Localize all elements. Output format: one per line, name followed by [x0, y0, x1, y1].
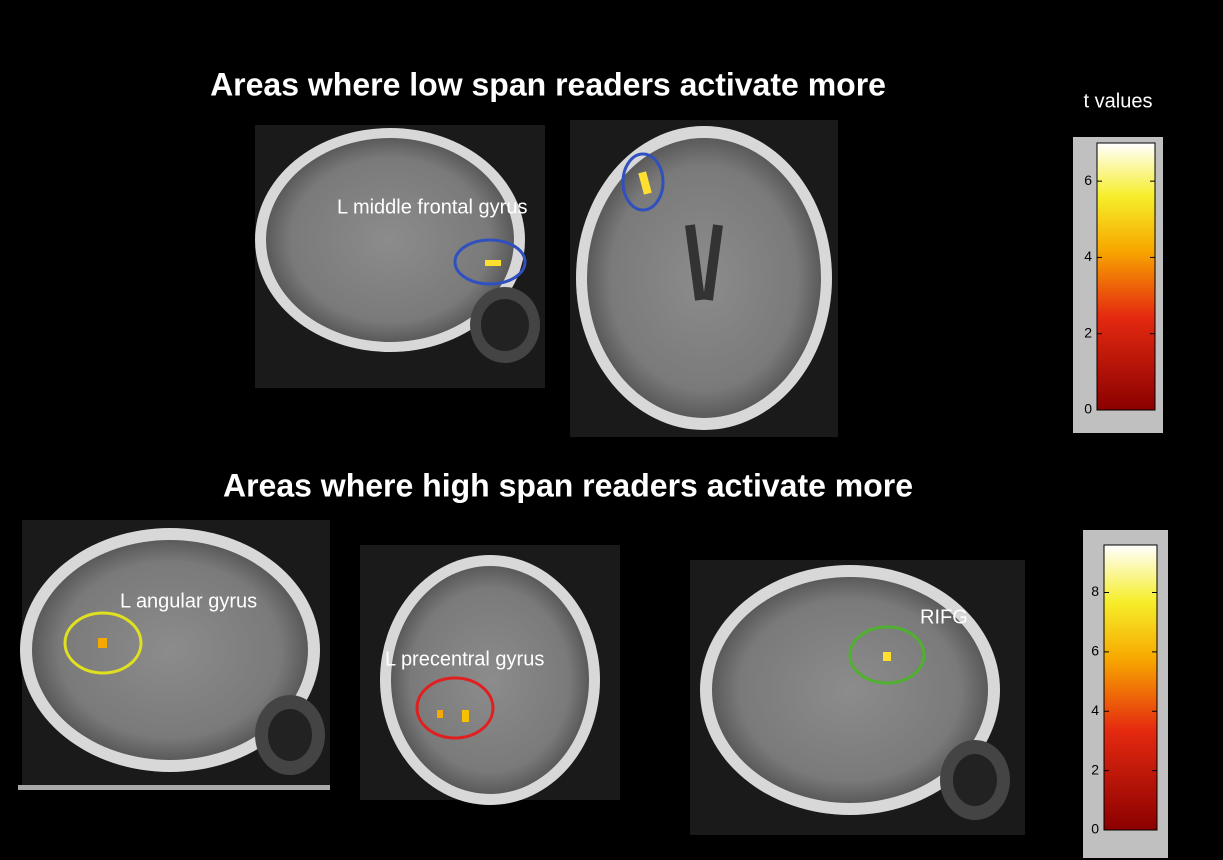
tick-label: 6 — [1091, 643, 1099, 659]
tick-label: 2 — [1091, 761, 1099, 777]
page: {"sections": [ {"title": "Areas where lo… — [0, 0, 1223, 860]
region-label: L precentral gyrus — [385, 648, 544, 670]
tick-label: 4 — [1084, 248, 1092, 264]
brain-sagittal — [690, 560, 1025, 835]
brain-sagittal — [18, 520, 330, 790]
figure: Areas where low span readers activate mo… — [0, 0, 1223, 860]
brain-sagittal — [255, 125, 545, 388]
tick-label: 2 — [1084, 324, 1092, 340]
colorbar-title: t values — [1084, 90, 1153, 112]
colorbar — [1104, 545, 1157, 830]
section-title: Areas where low span readers activate mo… — [210, 66, 886, 102]
brain-axial — [360, 545, 620, 805]
tick-label: 6 — [1084, 172, 1092, 188]
tick-label: 0 — [1084, 401, 1092, 417]
colorbar — [1097, 143, 1155, 410]
brain-axial — [570, 120, 838, 437]
tick-label: 0 — [1091, 821, 1099, 837]
section-title: Areas where high span readers activate m… — [223, 467, 913, 503]
region-label: RIFG — [920, 606, 968, 628]
tick-label: 8 — [1091, 583, 1099, 599]
region-label: L middle frontal gyrus — [337, 196, 527, 218]
tick-label: 4 — [1091, 702, 1099, 718]
region-label: L angular gyrus — [120, 590, 257, 612]
